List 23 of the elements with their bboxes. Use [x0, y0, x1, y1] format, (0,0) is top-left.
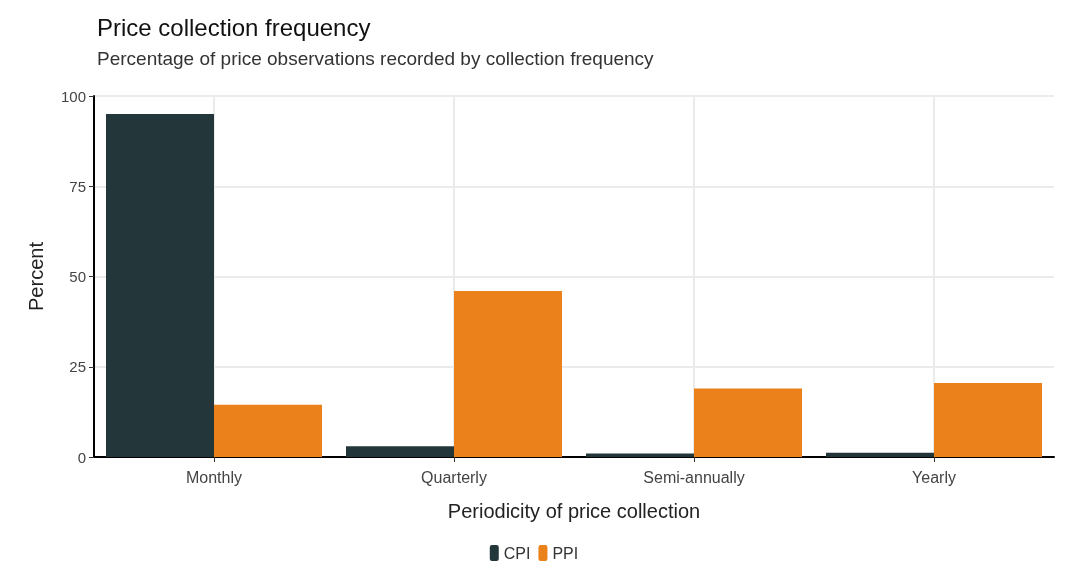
bar — [694, 388, 802, 457]
bar — [586, 453, 694, 457]
bar — [106, 114, 214, 457]
chart-title: Price collection frequency — [97, 13, 371, 41]
x-tick-label: Quarterly — [421, 468, 487, 486]
y-tick-label: 50 — [69, 268, 86, 285]
x-tick-label: Yearly — [912, 468, 956, 486]
chart-subtitle: Percentage of price observations recorded by collection frequency — [97, 48, 655, 69]
y-tick-label: 25 — [69, 358, 86, 376]
y-tick-label: 100 — [60, 87, 86, 105]
legend-label: CPI — [503, 544, 531, 562]
x-tick-label: Semi-annually — [643, 468, 745, 486]
legend-label: PPI — [552, 544, 579, 562]
x-tick-label: Monthly — [185, 468, 243, 486]
bar — [346, 446, 454, 457]
x-axis-title: Periodicity of price collection — [447, 500, 701, 522]
bar — [826, 452, 934, 457]
y-tick-label: 0 — [77, 448, 86, 466]
bar — [934, 383, 1042, 457]
bar — [214, 404, 322, 457]
y-tick-label: 75 — [69, 177, 86, 195]
y-axis-title: Percent — [25, 241, 47, 311]
bar — [454, 290, 562, 457]
